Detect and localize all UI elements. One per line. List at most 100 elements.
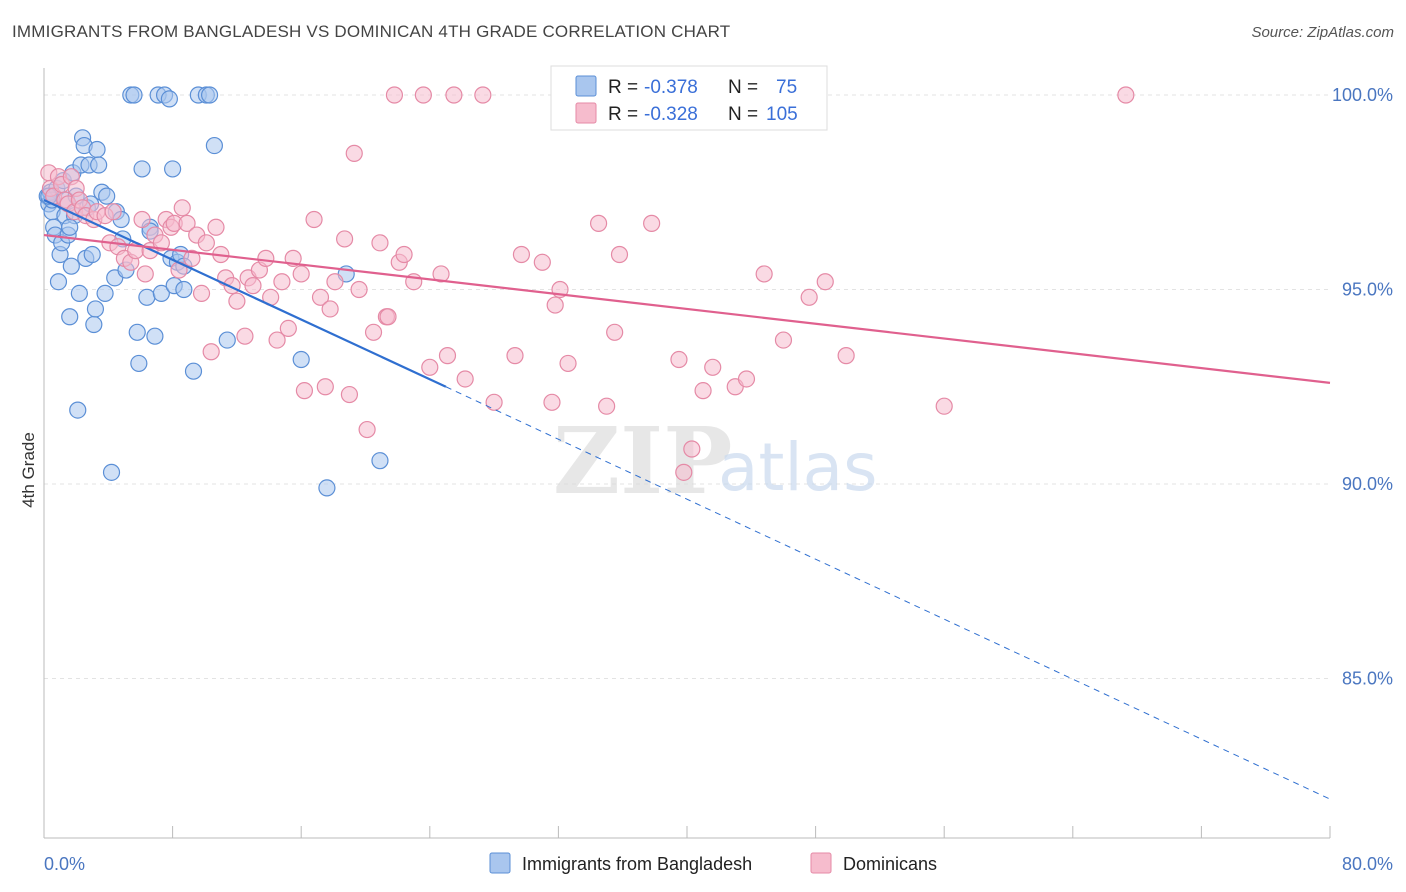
trend-lines: [43, 199, 1331, 800]
scatter-point: [340, 385, 359, 404]
scatter-point: [207, 218, 225, 236]
y-tick-label: 90.0%: [1342, 474, 1393, 494]
scatter-point: [88, 140, 106, 159]
scatter-point: [202, 343, 220, 361]
legend-n-label-2: N =: [728, 104, 758, 125]
legend-n-value-1: 75: [776, 77, 797, 98]
legend: R = -0.378 N = 75 R = -0.328 N = 105: [550, 65, 828, 131]
legend-r-value-1: -0.378: [644, 77, 698, 98]
scatter-point: [183, 249, 201, 267]
scatter-point: [512, 245, 531, 264]
legend-r-label-2: R =: [608, 104, 638, 125]
watermark-zip: ZIP: [553, 407, 732, 515]
scatter-point: [138, 288, 156, 306]
scatter-point: [205, 136, 223, 155]
scatter-point: [257, 249, 275, 267]
y-tick-label: 95.0%: [1342, 280, 1393, 300]
scatter-point: [385, 86, 404, 104]
scatter-point: [421, 358, 439, 376]
scatter-point: [438, 347, 457, 365]
scatter-point: [160, 90, 178, 108]
scatter-point: [316, 378, 334, 396]
scatter-point: [200, 86, 219, 104]
scatter-point: [128, 323, 146, 341]
scatter-point: [173, 199, 191, 217]
scatter-point: [175, 280, 193, 299]
scatter-point: [98, 187, 116, 205]
scatter-point: [178, 214, 196, 232]
bottom-legend-label-bangladesh: Immigrants from Bangladesh: [522, 854, 752, 874]
watermark-atlas: atlas: [718, 429, 878, 506]
scatter-point: [244, 277, 262, 295]
legend-swatch-blue: [575, 75, 597, 97]
scatter-point: [130, 354, 148, 373]
legend-n-value-2: 105: [766, 104, 798, 125]
scatter-point: [133, 160, 151, 178]
scatter-point: [643, 214, 661, 232]
scatter-point: [432, 265, 450, 283]
scatter-point: [589, 214, 608, 232]
bottom-legend-swatch-blue: [489, 852, 511, 874]
scatter-point: [69, 401, 87, 419]
legend-n-label-1: N =: [728, 77, 758, 98]
scatter-point: [445, 86, 463, 104]
legend-r-label-1: R =: [608, 77, 638, 98]
x-tick-labels: 0.0% 80.0%: [44, 854, 1393, 874]
scatter-point: [152, 234, 170, 252]
scatter-point: [737, 370, 756, 388]
scatter-point: [336, 230, 354, 248]
y-tick-label: 100.0%: [1332, 85, 1393, 105]
scatter-point: [755, 265, 773, 283]
scatter-point: [295, 382, 314, 400]
bottom-legend-label-dominicans: Dominicans: [843, 854, 937, 874]
scatter-point: [456, 370, 474, 388]
y-tick-label: 85.0%: [1342, 669, 1393, 689]
scatter-point: [364, 323, 383, 341]
scatter-point: [670, 350, 688, 369]
scatter-point: [292, 265, 310, 283]
x-tick-label-min: 0.0%: [44, 854, 85, 874]
scatter-point: [474, 86, 492, 104]
scatter-point: [350, 280, 368, 299]
scatter-point: [395, 245, 413, 264]
chart-title: IMMIGRANTS FROM BANGLADESH VS DOMINICAN …: [12, 22, 731, 41]
scatter-point: [96, 284, 114, 302]
scatter-point: [358, 420, 376, 439]
scatter-point: [533, 253, 551, 271]
scatter-point: [86, 300, 105, 318]
scatter-point: [218, 331, 236, 349]
scatter-point: [379, 308, 397, 326]
scatter-point: [935, 397, 953, 415]
scatter-point: [90, 156, 108, 174]
scatter-point: [125, 86, 143, 104]
scatter-point: [49, 273, 68, 291]
scatter-point: [273, 273, 291, 291]
scatter-point: [136, 265, 154, 283]
y-axis-label: 4th Grade: [19, 432, 38, 508]
scatter-point: [184, 362, 203, 380]
scatter-point: [197, 234, 215, 252]
legend-box: [550, 65, 828, 131]
scatter-point: [292, 350, 310, 369]
scatter-point: [83, 245, 101, 264]
scatter-point: [61, 308, 79, 326]
scatter-point: [318, 479, 336, 497]
bottom-legend-swatch-pink: [810, 852, 832, 874]
scatter-point: [543, 393, 561, 411]
trend-line-dominicans: [43, 233, 1331, 384]
scatter-point: [598, 397, 616, 415]
scatter-point: [683, 440, 701, 458]
scatter-point: [414, 86, 432, 104]
scatter-point: [559, 354, 577, 373]
scatter-point: [62, 257, 80, 275]
scatter-point: [133, 210, 151, 229]
scatter-point: [371, 452, 389, 470]
scatter-point: [675, 463, 693, 481]
scatter-point: [305, 210, 323, 229]
scatter-point: [837, 347, 855, 365]
scatter-point: [146, 327, 164, 345]
scatter-point: [371, 234, 389, 252]
scatter-point: [102, 463, 121, 481]
bottom-legend: Immigrants from Bangladesh Dominicans: [489, 852, 937, 874]
scatter-point: [1117, 86, 1135, 104]
